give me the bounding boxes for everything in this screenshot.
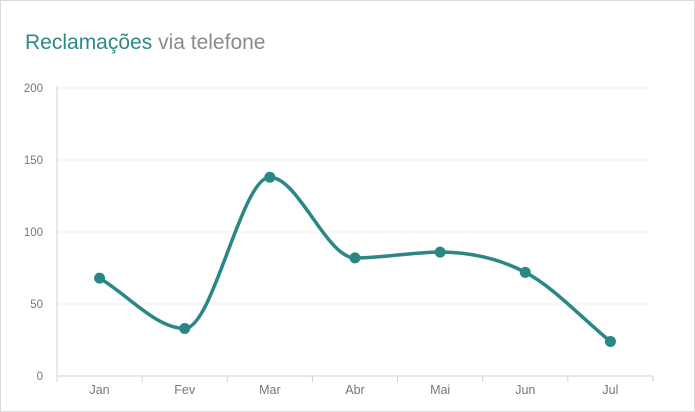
data-point xyxy=(264,171,276,183)
x-tick-label: Mar xyxy=(259,383,281,397)
x-tick-label: Jul xyxy=(602,383,618,397)
data-point xyxy=(349,252,361,264)
y-tick-label: 150 xyxy=(24,155,43,167)
series-group xyxy=(94,171,616,347)
x-tick-label: Jan xyxy=(89,383,109,397)
x-tick-label: Fev xyxy=(174,383,196,397)
y-tick-label: 50 xyxy=(30,299,43,311)
x-tick-label: Mai xyxy=(430,383,450,397)
y-axis-labels: 0 50 100 150 200 xyxy=(24,83,43,383)
data-point xyxy=(179,322,191,334)
data-point xyxy=(94,272,106,284)
axes xyxy=(56,86,654,382)
x-axis-labels: Jan Fev Mar Abr Mai Jun Jul xyxy=(89,383,618,397)
gridlines xyxy=(57,87,653,305)
chart-title-rest: via telefone xyxy=(158,31,266,54)
x-tick-label: Abr xyxy=(345,383,364,397)
data-point xyxy=(434,246,446,258)
chart-title-accent: Reclamações xyxy=(25,31,153,54)
y-tick-label: 200 xyxy=(24,83,43,95)
data-point xyxy=(519,266,531,278)
y-tick-label: 100 xyxy=(24,227,43,239)
x-tick-label: Jun xyxy=(515,383,535,397)
y-tick-label: 0 xyxy=(37,371,43,383)
chart-title: Reclamações via telefone xyxy=(25,30,266,56)
data-point xyxy=(604,335,616,347)
